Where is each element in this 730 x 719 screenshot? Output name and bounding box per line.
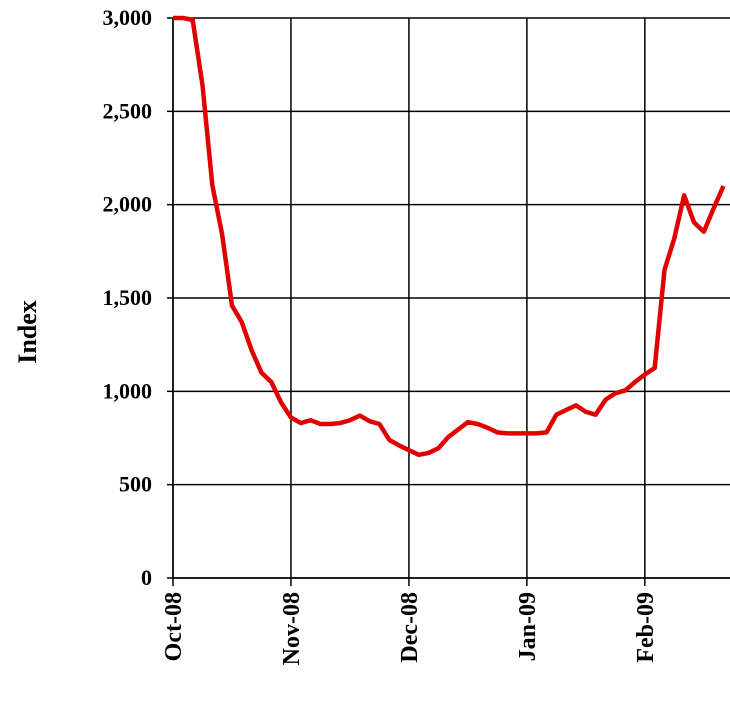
y-axis-label: Index (13, 300, 42, 364)
plot-area (173, 15, 726, 458)
y-tick-label: 2,000 (103, 192, 153, 217)
y-tick-label: 500 (119, 472, 152, 497)
x-tick-label: Dec-08 (397, 592, 423, 663)
y-tick-label: 2,500 (103, 98, 153, 123)
y-tick-label: 1,500 (103, 285, 153, 310)
x-tick-label: Nov-08 (279, 592, 305, 665)
x-tick-label: Feb-09 (633, 592, 659, 663)
x-tick-label: Oct-08 (161, 592, 187, 661)
data-line (173, 15, 726, 458)
y-tick-label: 0 (141, 565, 152, 590)
x-tick-label: Jan-09 (515, 592, 541, 661)
y-tick-label: 1,000 (103, 378, 153, 403)
y-tick-label: 3,000 (103, 5, 153, 30)
